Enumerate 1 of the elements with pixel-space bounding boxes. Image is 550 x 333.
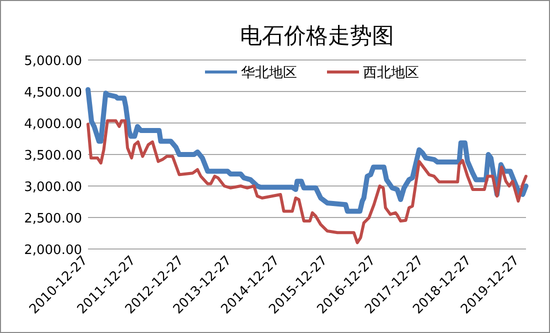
title: 电石价格走势图 xyxy=(240,24,394,49)
